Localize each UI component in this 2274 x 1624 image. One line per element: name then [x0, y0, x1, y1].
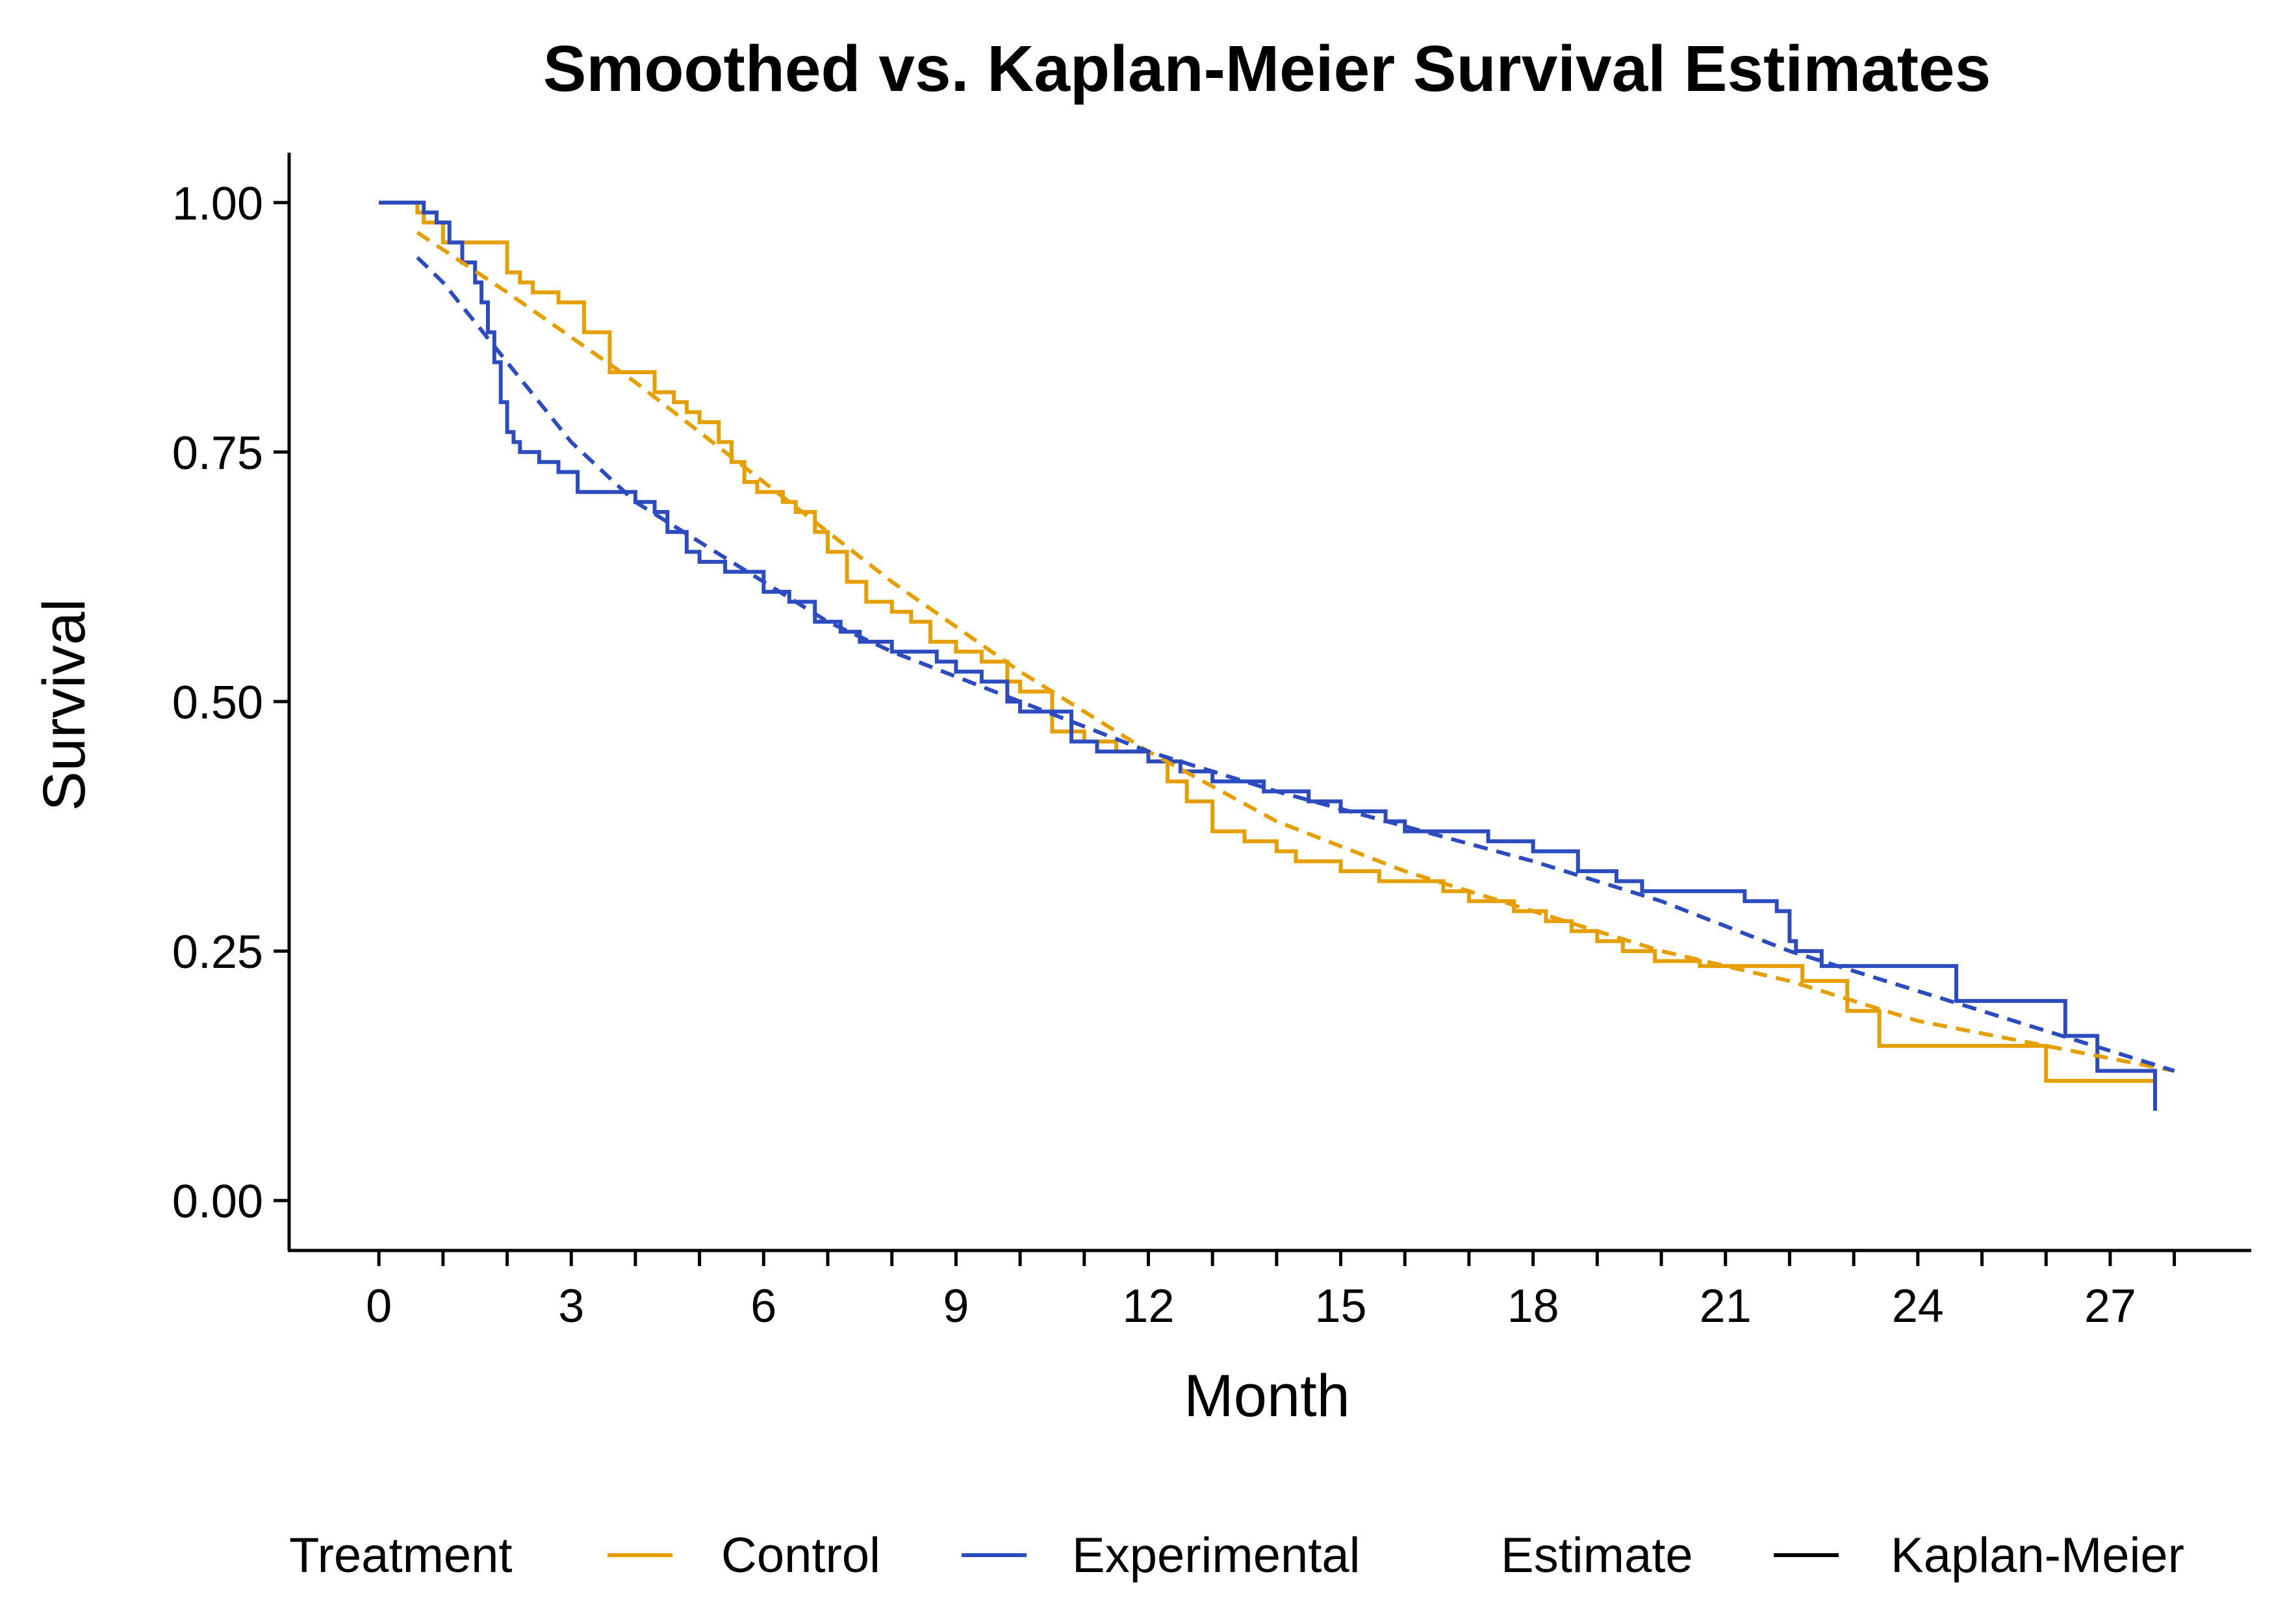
y-tick-label: 0.75 — [172, 427, 263, 479]
y-axis-ticks: 0.00 0.25 0.50 0.75 1.00 — [172, 178, 289, 1228]
x-tick-label: 27 — [2084, 1280, 2136, 1332]
legend: Treatment Control Experimental Estimate … — [289, 1528, 2184, 1583]
legend-label-kaplan-meier: Kaplan-Meier — [1891, 1528, 2184, 1583]
legend-label-experimental: Experimental — [1072, 1528, 1361, 1583]
legend-title-treatment: Treatment — [289, 1528, 513, 1583]
x-axis-title: Month — [1184, 1363, 1350, 1429]
legend-label-control: Control — [721, 1528, 880, 1583]
x-tick-label: 9 — [943, 1280, 969, 1332]
chart-title: Smoothed vs. Kaplan-Meier Survival Estim… — [543, 32, 1991, 105]
y-tick-label: 0.50 — [172, 677, 263, 729]
plot-area — [379, 200, 2175, 1111]
legend-title-estimate: Estimate — [1501, 1528, 1693, 1583]
y-tick-label: 0.00 — [172, 1176, 263, 1228]
y-tick-label: 1.00 — [172, 178, 263, 230]
y-axis-title: Survival — [31, 598, 97, 811]
x-axis-ticks: 0 3 6 9 12 15 18 21 24 27 — [366, 1250, 2177, 1332]
x-tick-label: 21 — [1700, 1280, 1752, 1332]
x-tick-label: 24 — [1892, 1280, 1944, 1332]
x-tick-label: 3 — [558, 1280, 584, 1332]
x-tick-label: 15 — [1315, 1280, 1367, 1332]
km-line-control — [379, 200, 2155, 1083]
smoothed-line-experimental — [416, 256, 2175, 1073]
x-tick-label: 12 — [1122, 1280, 1174, 1332]
x-tick-label: 0 — [366, 1280, 392, 1332]
km-line-experimental — [379, 200, 2157, 1111]
y-tick-label: 0.25 — [172, 926, 263, 978]
smoothed-line-control — [416, 231, 2175, 1073]
x-tick-label: 18 — [1507, 1280, 1559, 1332]
x-tick-label: 6 — [750, 1280, 776, 1332]
